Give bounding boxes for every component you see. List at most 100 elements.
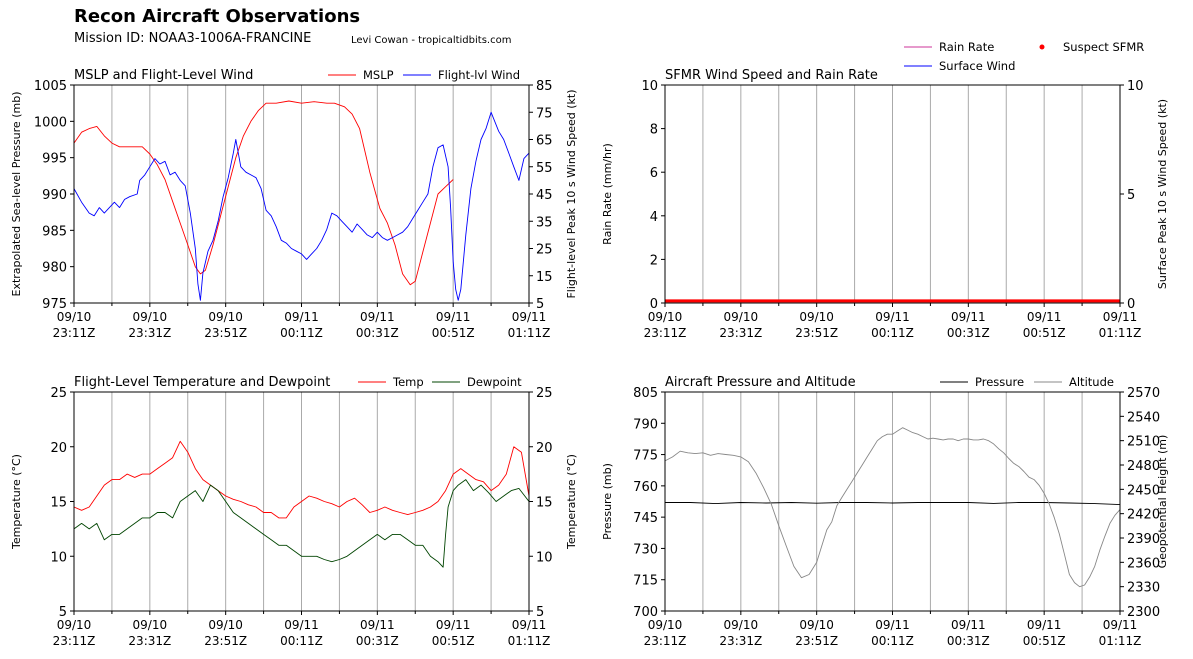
y-tick-label-left: 1000	[34, 115, 67, 130]
x-tick-label-date: 09/10	[57, 310, 92, 324]
y-tick-label-left: 8	[650, 123, 658, 138]
x-tick-label-time: 23:31Z	[128, 326, 171, 340]
x-tick-label-time: 00:11Z	[871, 634, 914, 648]
x-tick-label-date: 09/10	[724, 618, 759, 632]
x-tick-label-time: 23:11Z	[53, 634, 96, 648]
y-tick-label-left: 10	[50, 550, 67, 565]
x-tick-label-date: 09/11	[284, 310, 319, 324]
x-tick-label-date: 09/11	[436, 618, 471, 632]
x-tick-label-date: 09/11	[284, 618, 319, 632]
y-axis-label-left: Pressure (mb)	[601, 463, 614, 540]
x-tick-label-date: 09/10	[133, 618, 168, 632]
y-tick-label-left: 715	[633, 574, 658, 589]
panel-1	[70, 84, 533, 307]
y-tick-label-right: 45	[536, 188, 553, 203]
x-tick-label-time: 00:31Z	[356, 326, 399, 340]
legend-label: Temp	[392, 375, 424, 389]
y-tick-label-left: 5	[59, 605, 67, 620]
x-tick-label-time: 00:31Z	[947, 634, 990, 648]
y-tick-label-left: 6	[650, 166, 658, 181]
x-tick-label-date: 09/11	[1103, 310, 1138, 324]
x-tick-label-date: 09/11	[360, 618, 395, 632]
x-tick-label-time: 23:11Z	[644, 634, 687, 648]
x-tick-label-date: 09/10	[724, 310, 759, 324]
series-altitude	[664, 427, 1121, 588]
y-tick-label-right: 25	[536, 386, 553, 401]
y-tick-label-left: 10	[641, 79, 658, 94]
y-axis-label-right: Geopotential Height (m)	[1156, 435, 1169, 569]
y-tick-label-right: 15	[536, 270, 553, 285]
legend-marker	[1039, 44, 1045, 50]
x-tick-label-time: 23:51Z	[204, 634, 247, 648]
y-tick-label-right: 55	[536, 161, 553, 176]
x-tick-label-time: 23:11Z	[644, 326, 687, 340]
x-tick-label-time: 01:11Z	[508, 634, 551, 648]
x-tick-label-date: 09/10	[208, 618, 243, 632]
x-tick-label-date: 09/11	[436, 310, 471, 324]
y-tick-label-left: 995	[42, 152, 67, 167]
x-tick-label-date: 09/11	[1103, 618, 1138, 632]
y-tick-label-right: 5	[536, 605, 544, 620]
x-tick-label-time: 00:31Z	[947, 326, 990, 340]
x-tick-label-time: 00:11Z	[871, 326, 914, 340]
series-flight-lvl-wind	[73, 111, 530, 301]
y-tick-label-left: 2	[650, 253, 658, 268]
y-tick-label-left: 990	[42, 188, 67, 203]
y-tick-label-left: 790	[633, 417, 658, 432]
y-tick-label-left: 975	[42, 297, 67, 312]
y-tick-label-right: 75	[536, 106, 553, 121]
x-tick-label-date: 09/11	[951, 310, 986, 324]
y-tick-label-right: 2330	[1127, 581, 1160, 596]
y-axis-label-right: Surface Peak 10 s Wind Speed (kt)	[1156, 99, 1169, 289]
mission-id: Mission ID: NOAA3-1006A-FRANCINE	[74, 31, 312, 46]
x-tick-label-time: 23:31Z	[128, 634, 171, 648]
x-tick-label-date: 09/10	[799, 310, 834, 324]
x-tick-label-time: 01:11Z	[1099, 634, 1142, 648]
x-tick-label-time: 00:11Z	[280, 634, 323, 648]
x-tick-label-date: 09/11	[512, 310, 547, 324]
x-tick-label-date: 09/10	[799, 618, 834, 632]
y-tick-label-left: 1005	[34, 79, 67, 94]
y-tick-label-left: 980	[42, 261, 67, 276]
x-tick-label-time: 01:11Z	[508, 326, 551, 340]
y-axis-label-right: Flight-level Peak 10 s Wind Speed (kt)	[565, 89, 578, 298]
y-axis-label-left: Rain Rate (mm/hr)	[601, 143, 614, 245]
legend-label: MSLP	[363, 68, 394, 82]
y-tick-label-right: 25	[536, 243, 553, 258]
legend-label: Dewpoint	[467, 375, 522, 389]
x-tick-label-time: 23:31Z	[719, 634, 762, 648]
legend-label: Surface Wind	[939, 59, 1015, 73]
legend-label: Altitude	[1069, 375, 1114, 389]
panel-3	[70, 391, 533, 615]
y-tick-label-right: 2540	[1127, 410, 1160, 425]
x-tick-label-time: 23:51Z	[795, 326, 838, 340]
x-tick-label-time: 23:51Z	[204, 326, 247, 340]
legend-label: Suspect SFMR	[1063, 40, 1144, 54]
x-tick-label-date: 09/11	[1027, 618, 1062, 632]
panel-title: SFMR Wind Speed and Rain Rate	[665, 68, 878, 83]
y-tick-label-left: 0	[650, 297, 658, 312]
y-tick-label-right: 85	[536, 79, 553, 94]
x-tick-label-date: 09/11	[951, 618, 986, 632]
x-tick-label-time: 23:31Z	[719, 326, 762, 340]
series-mslp	[73, 100, 454, 286]
y-tick-label-right: 2360	[1127, 556, 1160, 571]
y-tick-label-left: 730	[633, 542, 658, 557]
x-tick-label-date: 09/10	[133, 310, 168, 324]
x-tick-label-time: 01:11Z	[1099, 326, 1142, 340]
series-pressure	[665, 502, 1121, 506]
x-tick-label-date: 09/11	[512, 618, 547, 632]
y-tick-label-right: 2510	[1127, 435, 1160, 450]
x-tick-label-date: 09/11	[875, 618, 910, 632]
x-tick-label-time: 00:11Z	[280, 326, 323, 340]
y-tick-label-left: 25	[50, 386, 67, 401]
y-tick-label-right: 10	[536, 550, 553, 565]
y-tick-label-left: 4	[650, 210, 658, 225]
y-tick-label-right: 2450	[1127, 483, 1160, 498]
y-tick-label-right: 2390	[1127, 532, 1160, 547]
y-tick-label-right: 2570	[1127, 386, 1160, 401]
y-tick-label-left: 760	[633, 480, 658, 495]
panel-2	[661, 84, 1124, 307]
panel-title: Aircraft Pressure and Altitude	[665, 375, 856, 390]
